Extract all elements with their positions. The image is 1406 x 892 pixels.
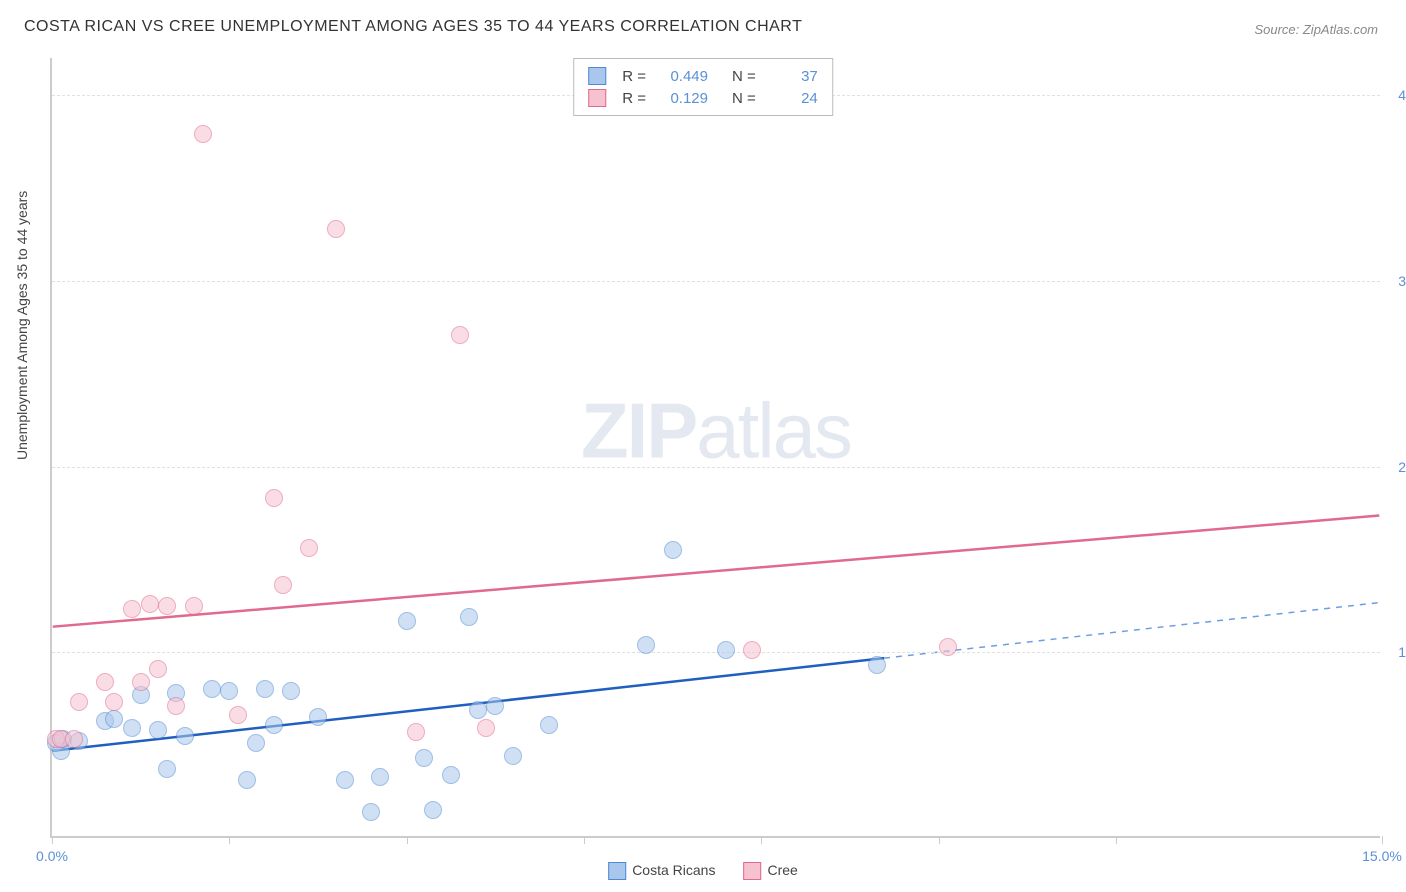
- data-point: [158, 760, 176, 778]
- data-point: [65, 730, 83, 748]
- legend-swatch: [608, 862, 626, 880]
- data-point: [149, 660, 167, 678]
- n-label: N =: [732, 90, 756, 107]
- plot-area: ZIPatlas 10.0%20.0%30.0%40.0%0.0%15.0%: [50, 58, 1380, 838]
- data-point: [238, 771, 256, 789]
- data-point: [868, 656, 886, 674]
- legend-label: Cree: [767, 862, 797, 878]
- data-point: [176, 727, 194, 745]
- data-point: [203, 680, 221, 698]
- gridline: [52, 652, 1380, 653]
- x-tick-mark: [761, 836, 762, 844]
- series-legend: Costa Ricans Cree: [608, 862, 798, 880]
- trend-lines-layer: [52, 58, 1380, 836]
- x-tick-mark: [1382, 836, 1383, 844]
- data-point: [717, 641, 735, 659]
- data-point: [265, 489, 283, 507]
- legend-swatch: [743, 862, 761, 880]
- data-point: [229, 706, 247, 724]
- data-point: [105, 710, 123, 728]
- data-point: [504, 747, 522, 765]
- data-point: [424, 801, 442, 819]
- data-point: [194, 125, 212, 143]
- x-tick-mark: [1116, 836, 1117, 844]
- legend-label: Costa Ricans: [632, 862, 715, 878]
- stats-legend: R = 0.449 N = 37 R = 0.129 N = 24: [573, 58, 833, 116]
- data-point: [540, 716, 558, 734]
- data-point: [415, 749, 433, 767]
- r-label: R =: [622, 68, 646, 85]
- r-label: R =: [622, 90, 646, 107]
- data-point: [300, 539, 318, 557]
- legend-item: Costa Ricans: [608, 862, 715, 880]
- x-tick-mark: [407, 836, 408, 844]
- stats-legend-row: R = 0.129 N = 24: [588, 87, 818, 109]
- n-value: 37: [766, 68, 818, 85]
- source-attribution: Source: ZipAtlas.com: [1254, 22, 1378, 37]
- x-tick-mark: [52, 836, 53, 844]
- data-point: [185, 597, 203, 615]
- data-point: [274, 576, 292, 594]
- chart-title: COSTA RICAN VS CREE UNEMPLOYMENT AMONG A…: [24, 18, 802, 36]
- r-value: 0.129: [656, 90, 708, 107]
- watermark: ZIPatlas: [581, 386, 851, 477]
- data-point: [469, 701, 487, 719]
- data-point: [282, 682, 300, 700]
- gridline: [52, 281, 1380, 282]
- data-point: [398, 612, 416, 630]
- n-label: N =: [732, 68, 756, 85]
- y-tick-label: 20.0%: [1398, 459, 1406, 475]
- data-point: [309, 708, 327, 726]
- y-tick-label: 10.0%: [1398, 644, 1406, 660]
- x-tick-label: 15.0%: [1362, 848, 1402, 864]
- legend-swatch: [588, 89, 606, 107]
- data-point: [451, 326, 469, 344]
- data-point: [158, 597, 176, 615]
- data-point: [123, 600, 141, 618]
- n-value: 24: [766, 90, 818, 107]
- data-point: [256, 680, 274, 698]
- data-point: [70, 693, 88, 711]
- data-point: [460, 608, 478, 626]
- data-point: [939, 638, 957, 656]
- data-point: [220, 682, 238, 700]
- data-point: [327, 220, 345, 238]
- data-point: [407, 723, 425, 741]
- data-point: [167, 697, 185, 715]
- data-point: [477, 719, 495, 737]
- x-tick-mark: [229, 836, 230, 844]
- legend-swatch: [588, 67, 606, 85]
- data-point: [362, 803, 380, 821]
- gridline: [52, 467, 1380, 468]
- legend-item: Cree: [743, 862, 797, 880]
- data-point: [247, 734, 265, 752]
- data-point: [442, 766, 460, 784]
- data-point: [132, 673, 150, 691]
- data-point: [96, 673, 114, 691]
- r-value: 0.449: [656, 68, 708, 85]
- y-axis-label: Unemployment Among Ages 35 to 44 years: [14, 191, 30, 460]
- y-tick-label: 40.0%: [1398, 87, 1406, 103]
- data-point: [371, 768, 389, 786]
- data-point: [637, 636, 655, 654]
- y-tick-label: 30.0%: [1398, 273, 1406, 289]
- stats-legend-row: R = 0.449 N = 37: [588, 65, 818, 87]
- data-point: [664, 541, 682, 559]
- data-point: [123, 719, 141, 737]
- data-point: [265, 716, 283, 734]
- x-tick-label: 0.0%: [36, 848, 68, 864]
- x-tick-mark: [584, 836, 585, 844]
- x-tick-mark: [939, 836, 940, 844]
- data-point: [105, 693, 123, 711]
- data-point: [486, 697, 504, 715]
- data-point: [141, 595, 159, 613]
- data-point: [743, 641, 761, 659]
- data-point: [336, 771, 354, 789]
- data-point: [149, 721, 167, 739]
